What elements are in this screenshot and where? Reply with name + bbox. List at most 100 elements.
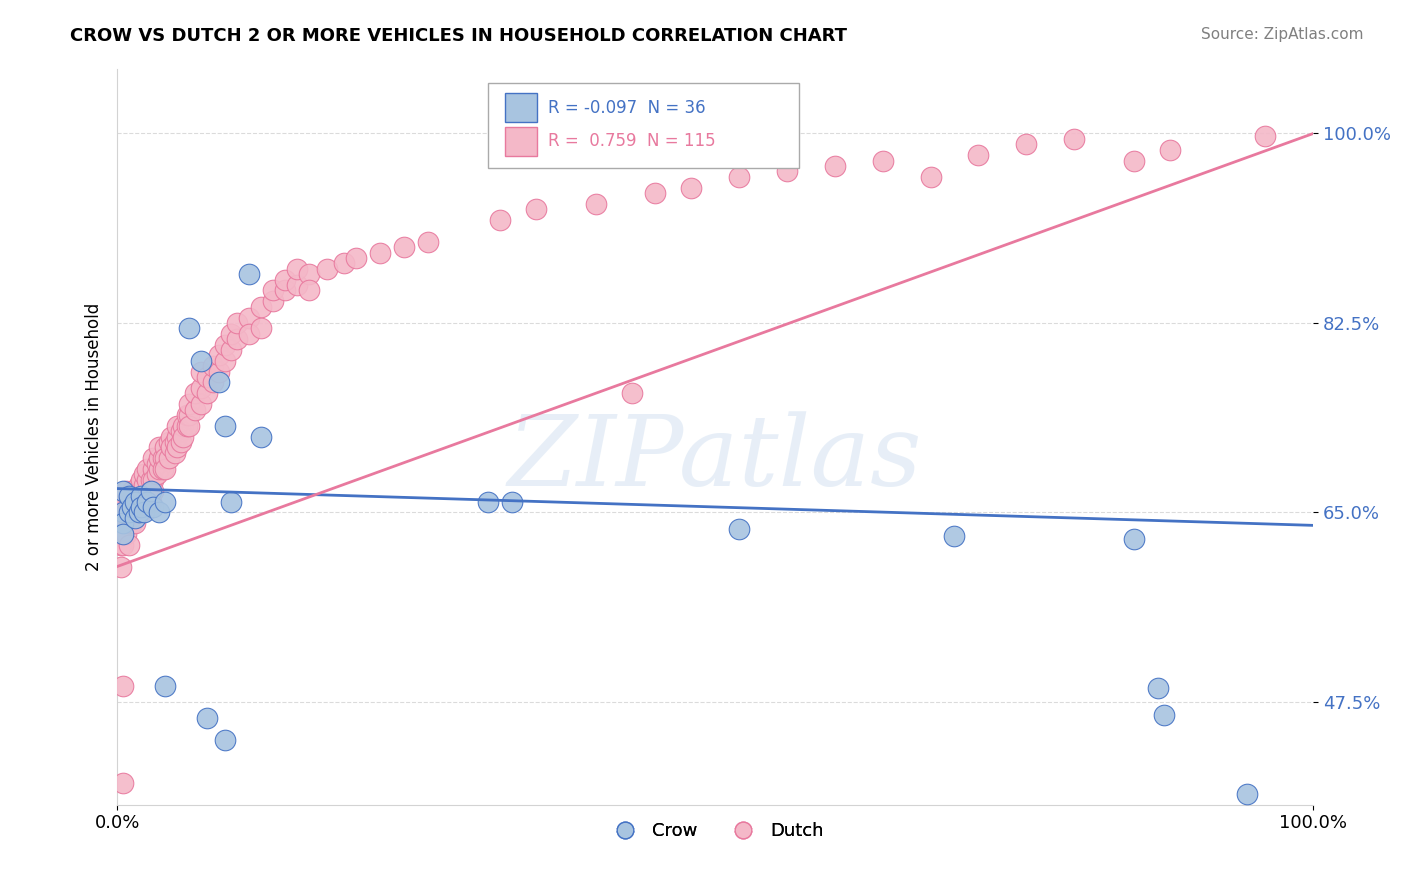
Point bbox=[728, 522, 751, 536]
Text: Source: ZipAtlas.com: Source: ZipAtlas.com bbox=[1201, 27, 1364, 42]
Point bbox=[681, 180, 703, 194]
Point bbox=[166, 418, 188, 433]
Point bbox=[219, 326, 242, 341]
Point bbox=[920, 169, 942, 184]
Point bbox=[177, 397, 200, 411]
Point bbox=[344, 251, 367, 265]
Point bbox=[208, 365, 231, 379]
Point bbox=[262, 284, 284, 298]
Point bbox=[297, 267, 319, 281]
Point bbox=[620, 386, 643, 401]
Point bbox=[153, 494, 176, 508]
Point bbox=[118, 505, 141, 519]
FancyBboxPatch shape bbox=[488, 83, 799, 168]
Point bbox=[177, 418, 200, 433]
Point bbox=[124, 505, 146, 519]
Point bbox=[824, 159, 846, 173]
Point bbox=[273, 284, 295, 298]
Point bbox=[1236, 787, 1258, 801]
Point bbox=[132, 494, 155, 508]
Point bbox=[166, 441, 188, 455]
Point bbox=[190, 365, 212, 379]
Point bbox=[142, 500, 165, 514]
Point bbox=[129, 500, 152, 514]
Point bbox=[160, 441, 183, 455]
Point bbox=[184, 386, 207, 401]
Point bbox=[132, 467, 155, 482]
Point bbox=[157, 451, 180, 466]
Point bbox=[872, 153, 894, 168]
Point bbox=[129, 505, 152, 519]
Point bbox=[136, 494, 159, 508]
Point bbox=[153, 441, 176, 455]
Point bbox=[128, 478, 150, 492]
Text: CROW VS DUTCH 2 OR MORE VEHICLES IN HOUSEHOLD CORRELATION CHART: CROW VS DUTCH 2 OR MORE VEHICLES IN HOUS… bbox=[70, 27, 848, 45]
Text: R = -0.097  N = 36: R = -0.097 N = 36 bbox=[548, 98, 706, 117]
Point bbox=[214, 354, 236, 368]
Point bbox=[177, 408, 200, 422]
Point bbox=[148, 462, 170, 476]
Point bbox=[501, 494, 523, 508]
Point bbox=[169, 435, 191, 450]
Point bbox=[585, 197, 607, 211]
FancyBboxPatch shape bbox=[505, 93, 537, 122]
Legend: Crow, Dutch: Crow, Dutch bbox=[600, 814, 831, 847]
Point bbox=[118, 494, 141, 508]
Point bbox=[238, 267, 260, 281]
Point bbox=[153, 451, 176, 466]
Point bbox=[238, 326, 260, 341]
Point bbox=[152, 451, 174, 466]
Point bbox=[219, 494, 242, 508]
Point bbox=[114, 483, 136, 498]
Point bbox=[524, 202, 547, 217]
Point bbox=[152, 462, 174, 476]
Point bbox=[142, 483, 165, 498]
Point bbox=[201, 359, 224, 374]
Point bbox=[153, 462, 176, 476]
Point bbox=[190, 354, 212, 368]
Point bbox=[136, 462, 159, 476]
Point bbox=[225, 332, 247, 346]
Point bbox=[132, 505, 155, 519]
Point bbox=[114, 505, 136, 519]
Point bbox=[129, 473, 152, 487]
Point bbox=[776, 164, 799, 178]
Point bbox=[1254, 128, 1277, 143]
Point bbox=[112, 483, 135, 498]
Text: ZIPatlas: ZIPatlas bbox=[508, 411, 922, 507]
Point bbox=[121, 516, 143, 531]
Point bbox=[139, 483, 162, 498]
Point bbox=[176, 418, 198, 433]
Point bbox=[176, 408, 198, 422]
Point bbox=[121, 483, 143, 498]
Point bbox=[110, 538, 132, 552]
Point bbox=[148, 441, 170, 455]
Point bbox=[208, 348, 231, 362]
Point bbox=[477, 494, 499, 508]
Point bbox=[148, 451, 170, 466]
Point bbox=[418, 235, 440, 249]
Point bbox=[394, 240, 416, 254]
Y-axis label: 2 or more Vehicles in Household: 2 or more Vehicles in Household bbox=[86, 302, 103, 571]
Point bbox=[1153, 707, 1175, 722]
Point bbox=[967, 148, 990, 162]
Point bbox=[214, 337, 236, 351]
Point bbox=[118, 516, 141, 531]
Point bbox=[644, 186, 666, 200]
Point bbox=[214, 732, 236, 747]
Point bbox=[1146, 681, 1168, 695]
Point bbox=[184, 402, 207, 417]
Point bbox=[142, 451, 165, 466]
Point bbox=[148, 505, 170, 519]
Point bbox=[190, 397, 212, 411]
Point bbox=[195, 370, 218, 384]
Point bbox=[190, 381, 212, 395]
Point bbox=[132, 478, 155, 492]
Point bbox=[1159, 143, 1181, 157]
Point bbox=[145, 457, 167, 471]
Point bbox=[112, 679, 135, 693]
Point bbox=[128, 505, 150, 519]
Point bbox=[112, 516, 135, 531]
Point bbox=[112, 776, 135, 790]
Point bbox=[166, 429, 188, 443]
